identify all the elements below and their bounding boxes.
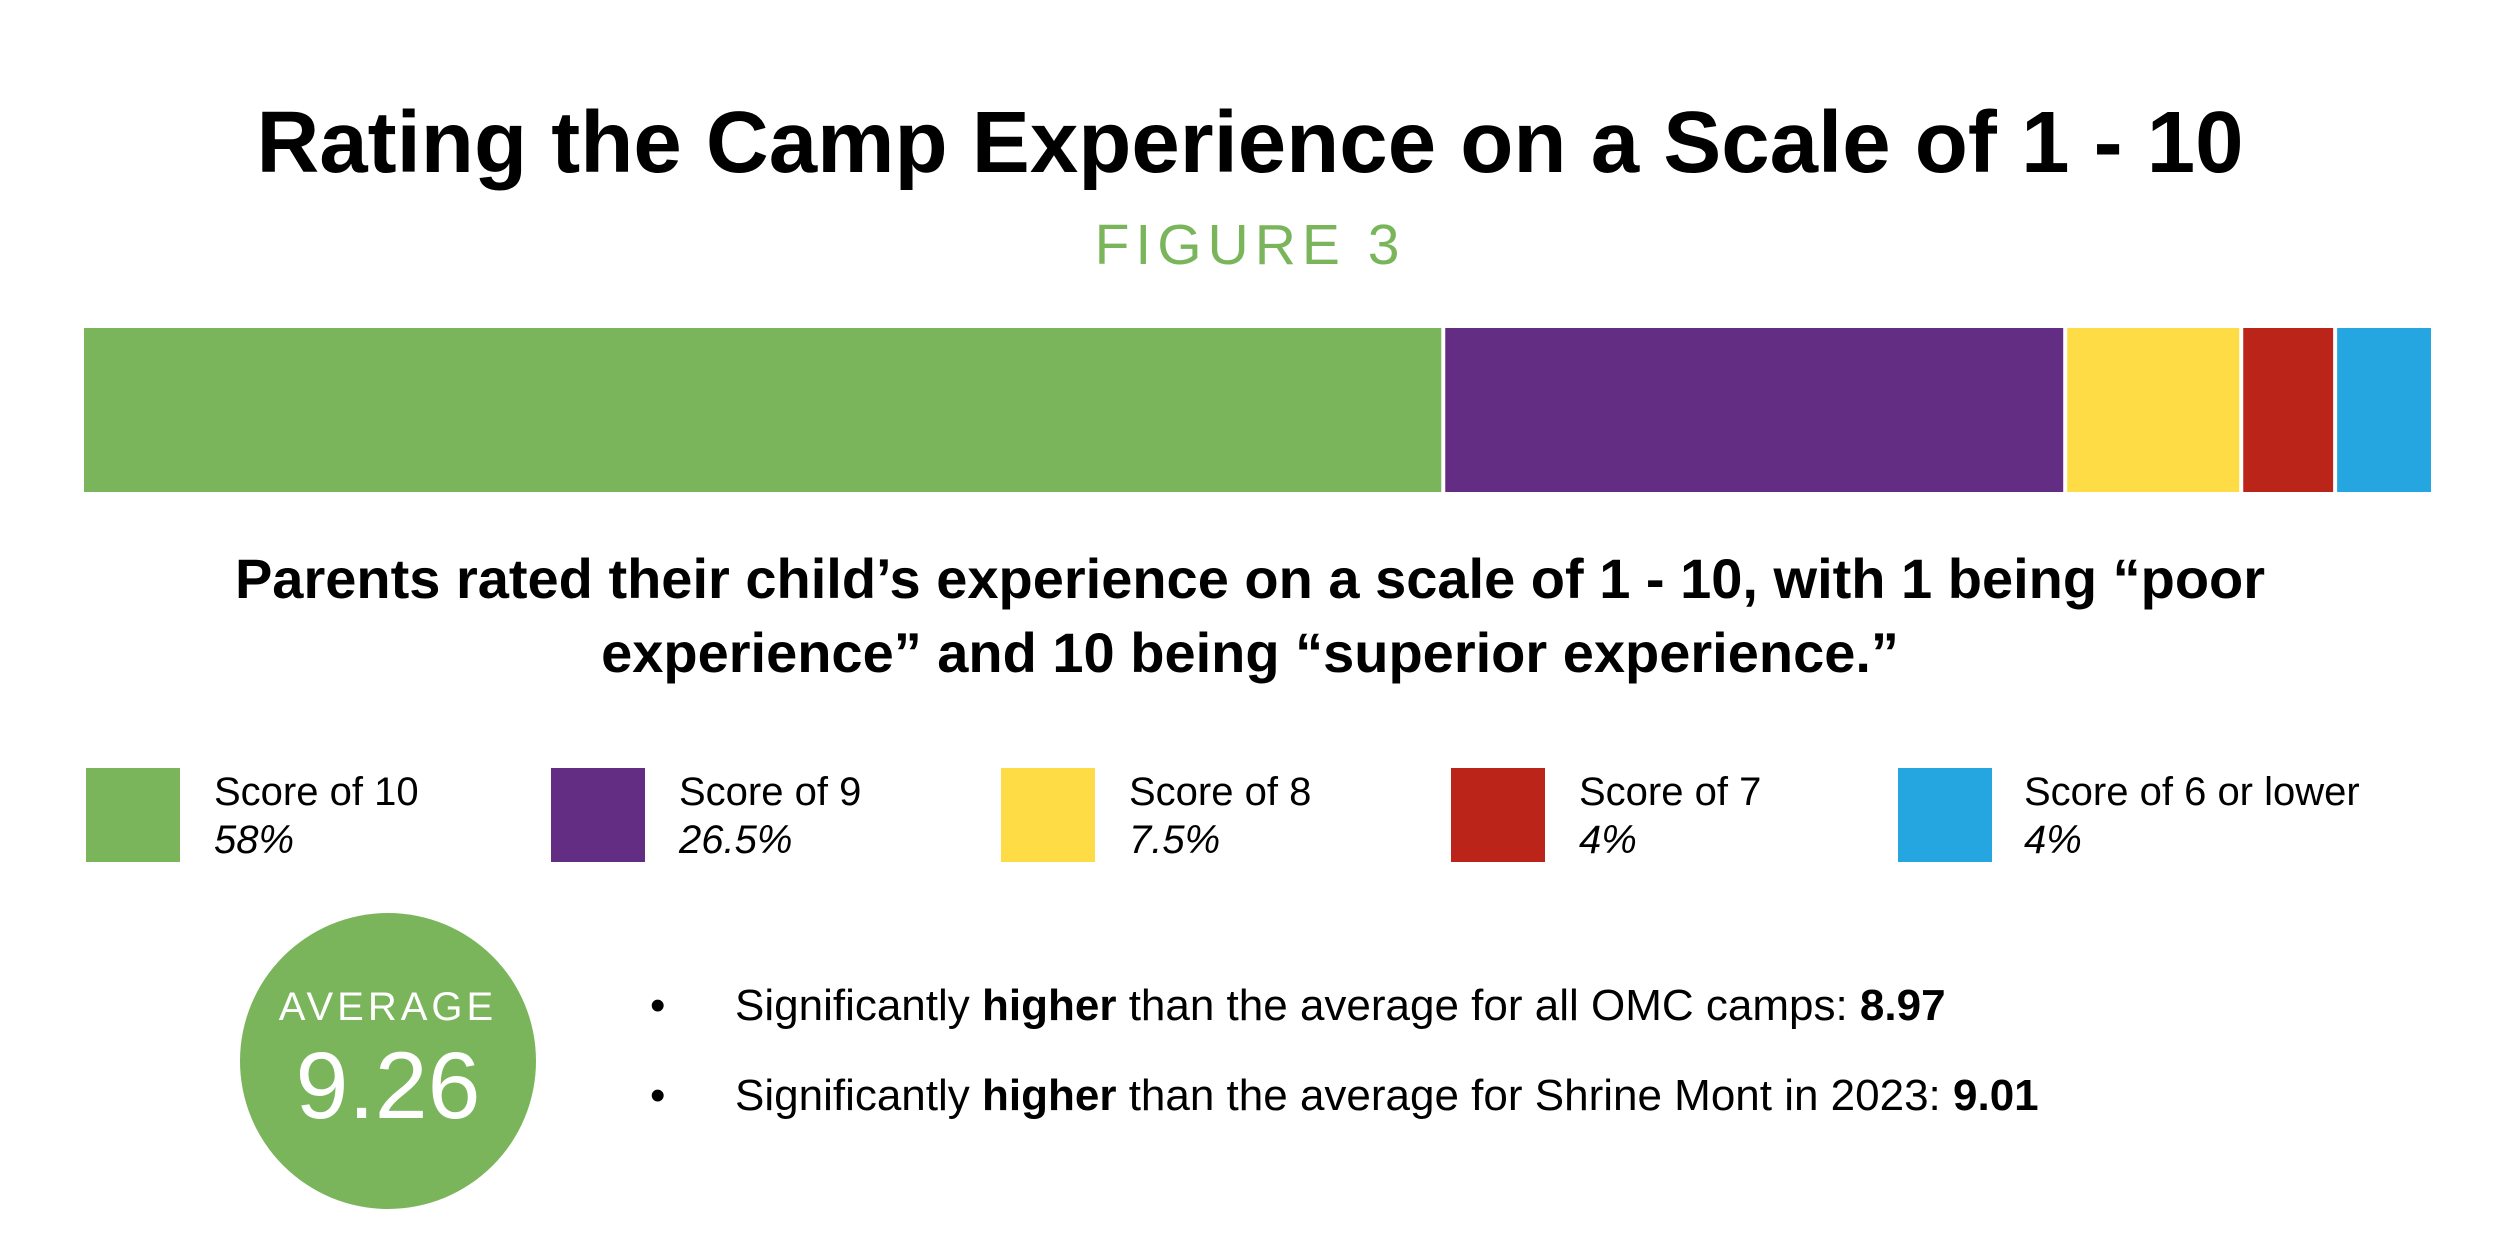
legend-value: 58% xyxy=(214,818,295,862)
legend-swatch xyxy=(86,768,180,862)
legend-value: 4% xyxy=(2024,818,2082,862)
legend-label: Score of 9 xyxy=(679,770,862,814)
comparison-text: Significantly higher than the average fo… xyxy=(735,1070,2039,1122)
comparison-middle: than the average for Shrine Mont in 2023… xyxy=(1116,1071,1954,1120)
legend-swatch xyxy=(1451,768,1545,862)
bullet-icon: • xyxy=(650,1071,666,1120)
legend-label: Score of 7 xyxy=(1579,770,1762,814)
comparison-value: 8.97 xyxy=(1859,981,1946,1030)
comparison-emphasis: higher xyxy=(982,981,1117,1030)
legend-swatch xyxy=(1001,768,1095,862)
legend-text: Score of 9 26.5% xyxy=(679,768,861,864)
bar-segment-score-of-10 xyxy=(84,328,1442,492)
bar-segment-score-of-9 xyxy=(1445,328,2064,492)
bar-segment-score-of-8 xyxy=(2067,328,2240,492)
average-badge: AVERAGE 9.26 xyxy=(240,913,536,1209)
comparison-middle: than the average for all OMC camps: xyxy=(1116,981,1860,1030)
legend-label: Score of 8 xyxy=(1129,770,1312,814)
average-label: AVERAGE xyxy=(278,985,498,1029)
comparison-prefix: Significantly xyxy=(735,1071,983,1120)
average-value: 9.26 xyxy=(295,1033,481,1139)
legend-text: Score of 7 4% xyxy=(1579,768,1761,864)
legend-swatch xyxy=(1898,768,1992,862)
bullet-icon: • xyxy=(650,981,666,1030)
bar-segment-score-of-6-or-lower xyxy=(2337,328,2431,492)
chart-title: Rating the Camp Experience on a Scale of… xyxy=(256,94,2244,191)
legend-value: 4% xyxy=(1579,818,1637,862)
figure-label: FIGURE 3 xyxy=(1094,213,1406,277)
legend-label: Score of 10 xyxy=(214,770,419,814)
comparison-text: Significantly higher than the average fo… xyxy=(735,980,1946,1032)
legend-swatch xyxy=(551,768,645,862)
comparison-prefix: Significantly xyxy=(735,981,983,1030)
legend-label: Score of 6 or lower xyxy=(2024,770,2360,814)
bar-segment-score-of-7 xyxy=(2243,328,2334,492)
comparison-value: 9.01 xyxy=(1953,1071,2039,1120)
legend-value: 26.5% xyxy=(679,818,793,862)
legend-text: Score of 6 or lower 4% xyxy=(2024,768,2360,864)
legend-text: Score of 10 58% xyxy=(214,768,419,864)
legend-text: Score of 8 7.5% xyxy=(1129,768,1311,864)
comparison-emphasis: higher xyxy=(982,1071,1117,1120)
legend-value: 7.5% xyxy=(1129,818,1221,862)
chart-description: Parents rated their child’s experience o… xyxy=(234,547,2266,684)
